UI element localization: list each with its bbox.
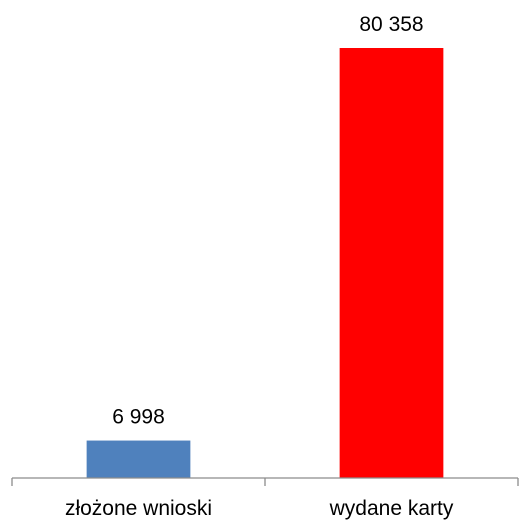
data-label-1: 6 998 [112, 406, 165, 429]
plot-area [86, 48, 444, 478]
category-label-1: złożone wnioski [65, 497, 212, 520]
x-axis-ticks [11, 478, 519, 486]
bar-2 [339, 48, 444, 478]
bar-1 [86, 440, 191, 478]
category-label-2: wydane karty [329, 497, 454, 520]
category-labels: złożone wnioski wydane karty [65, 497, 454, 520]
data-labels: 6 998 80 358 [112, 13, 423, 429]
data-label-2: 80 358 [359, 13, 423, 36]
